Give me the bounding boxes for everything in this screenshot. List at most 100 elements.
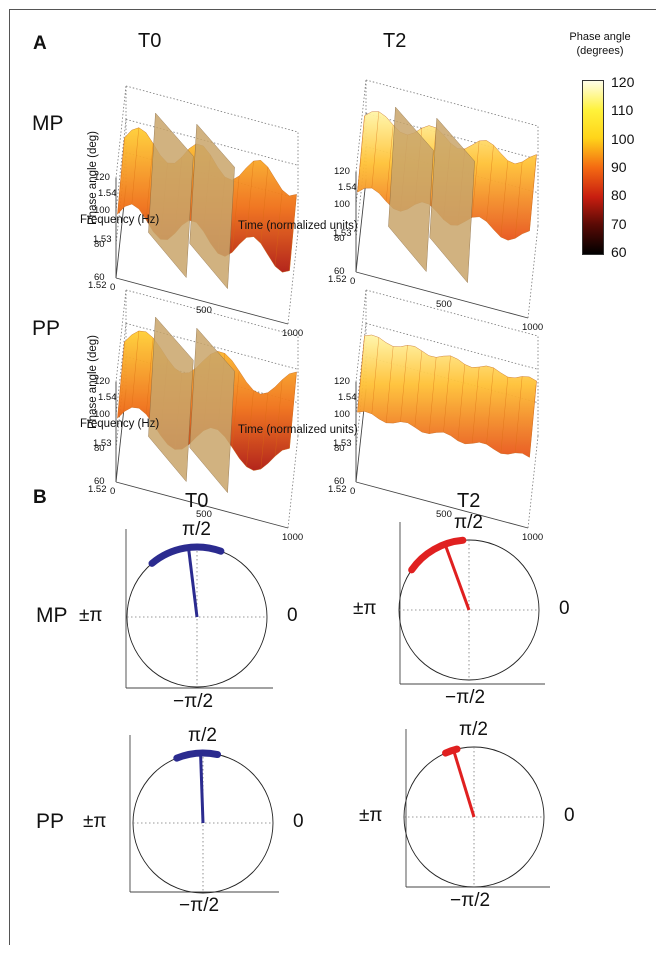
surface-mesh-line — [471, 366, 480, 444]
polar-label-left: ±π — [359, 805, 383, 826]
surface-mesh-line — [145, 143, 154, 220]
polar-label-top: π/2 — [182, 519, 211, 540]
surface-mesh-line — [500, 377, 509, 454]
surface-mesh-line — [457, 364, 466, 441]
z-tick-label: 80 — [94, 238, 105, 250]
phase-slip-sheet — [429, 117, 475, 284]
polar-label-right: 0 — [559, 598, 570, 619]
surface-mesh-line — [131, 330, 140, 408]
time-tick-label: 500 — [196, 305, 212, 316]
axis-gridline — [355, 289, 367, 383]
panel-a-title-t2: T2 — [383, 30, 407, 52]
polar-label-left: ±π — [79, 605, 103, 626]
frequency-axis-label: Frequency (Hz) — [80, 214, 160, 226]
z-tick-label: 120 — [334, 166, 350, 177]
surface-mesh-line — [385, 124, 394, 202]
polar-label-bottom: −π/2 — [445, 687, 486, 708]
z-tick-label: 120 — [94, 376, 110, 387]
colorbar-tick-label: 100 — [611, 130, 635, 147]
time-tick-label: 0 — [110, 282, 116, 293]
z-tick-label: 100 — [334, 199, 350, 211]
colorbar — [582, 80, 604, 255]
time-tick-label: 1000 — [282, 532, 304, 543]
colorbar-tick-label: 110 — [611, 102, 634, 119]
axis-gridline — [125, 289, 299, 337]
frequency-tick-label: 1.54 — [98, 188, 117, 199]
mean-phase-vector — [443, 543, 471, 611]
panel-a-title-t0: T0 — [138, 30, 162, 52]
time-tick-label: 1000 — [522, 322, 544, 333]
surface-mesh-line — [357, 335, 365, 413]
mean-phase-vector — [186, 547, 199, 618]
surface-mesh-line — [246, 161, 254, 238]
axis-gridline — [527, 225, 539, 319]
frequency-tick-label: 1.52 — [88, 280, 107, 291]
z-tick-label: 100 — [94, 409, 110, 421]
time-axis-line — [115, 481, 289, 529]
surface-mesh-line — [145, 337, 154, 415]
frequency-axis-line — [355, 179, 367, 273]
frequency-axis-label: Frequency (Hz) — [80, 418, 160, 430]
frequency-tick-label: 1.53 — [93, 438, 112, 449]
surface-mesh-line — [486, 145, 494, 222]
axis-gridline — [365, 112, 539, 160]
panel-b-row-label: PP — [36, 810, 65, 833]
time-axis-label: Time (normalized units) — [238, 220, 358, 232]
panel-b-row-label: MP — [36, 604, 68, 627]
surface-mesh-line — [289, 371, 297, 449]
polar-label-top: π/2 — [459, 719, 488, 740]
time-tick-label: 500 — [196, 509, 212, 520]
z-tick-label: 100 — [334, 409, 350, 421]
panel-a-row-mp: MP — [32, 112, 64, 135]
surface-mesh-line — [443, 355, 451, 433]
polar-label-left: ±π — [353, 598, 377, 619]
panel-b-label: B — [33, 487, 47, 508]
z-tick-label: 100 — [94, 205, 110, 217]
surface-mesh-line — [131, 127, 140, 205]
colorbar-title-line2: (degrees) — [576, 45, 624, 57]
panel-a-row-pp: PP — [32, 317, 61, 340]
surface-mesh-line — [400, 345, 408, 422]
panel-b-title-t2: T2 — [457, 490, 481, 512]
surface-mesh-line — [231, 175, 240, 253]
polar-label-top: π/2 — [454, 512, 483, 533]
axis-gridline — [115, 85, 127, 179]
frequency-tick-label: 1.54 — [338, 392, 357, 403]
surface-mesh-line — [260, 167, 269, 244]
polar-label-bottom: −π/2 — [450, 890, 491, 911]
colorbar-title: Phase angle (degrees) — [560, 30, 640, 58]
surface-mesh-line — [274, 189, 283, 267]
surface-mesh-line — [260, 392, 269, 470]
surface-mesh-line — [500, 160, 509, 238]
surface-mesh-line — [385, 346, 394, 423]
phase-distribution-arc — [148, 543, 225, 567]
surface-mesh-line — [289, 194, 297, 271]
polar-label-right: 0 — [564, 805, 575, 826]
surface-mesh-line — [117, 341, 125, 419]
axis-gridline — [527, 435, 539, 529]
polar-label-bottom: −π/2 — [173, 691, 214, 712]
frequency-tick-label: 1.54 — [338, 182, 357, 193]
surface-mesh-line — [414, 350, 423, 428]
colorbar-tick-label: 70 — [611, 215, 627, 232]
phase-distribution-arc — [442, 745, 461, 757]
z-tick-label: 60 — [334, 266, 345, 277]
surface-mesh-line — [514, 161, 523, 239]
phase-slip-sheet — [189, 123, 235, 290]
polar-label-right: 0 — [293, 811, 304, 832]
axis-gridline — [115, 289, 127, 383]
polar-label-right: 0 — [287, 605, 298, 626]
axis-gridline — [115, 323, 127, 416]
frequency-tick-label: 1.52 — [328, 274, 347, 285]
colorbar-tick-label: 120 — [611, 74, 635, 90]
polar-label-bottom: −π/2 — [179, 895, 220, 916]
axis-gridline — [125, 118, 299, 166]
phase-slip-sheet — [148, 316, 194, 483]
z-axis-label: Phase angle (deg) — [86, 335, 99, 429]
phase-slip-sheet — [388, 106, 434, 273]
time-axis-line — [355, 271, 529, 319]
time-tick-label: 0 — [350, 486, 356, 497]
frequency-tick-label: 1.52 — [88, 484, 107, 495]
surface-mesh-line — [371, 111, 380, 189]
